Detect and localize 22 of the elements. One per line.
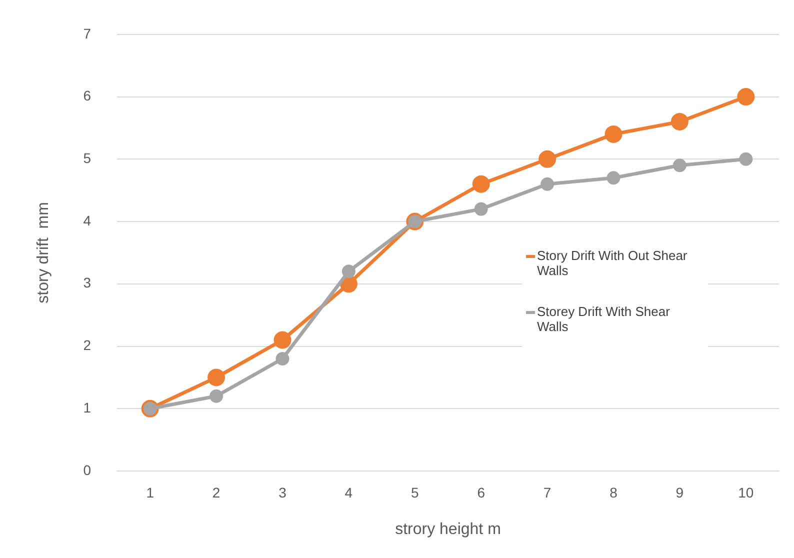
y-tick-label: 3 bbox=[83, 274, 92, 291]
x-tick-label: 2 bbox=[212, 484, 220, 500]
x-tick-label: 4 bbox=[344, 484, 353, 500]
x-tick-label: 8 bbox=[610, 484, 618, 500]
x-tick-label: 10 bbox=[738, 484, 754, 500]
x-axis-title: strory height m bbox=[395, 520, 501, 538]
x-tick-label: 6 bbox=[477, 484, 486, 500]
y-tick-label: 6 bbox=[83, 88, 92, 104]
y-tick-label: 1 bbox=[83, 399, 92, 416]
y-tick-label: 7 bbox=[83, 25, 92, 42]
y-tick-label: 5 bbox=[83, 150, 92, 166]
legend-label: Story Drift With Out Shear Walls bbox=[537, 248, 688, 278]
y-axis-title: story drift mm bbox=[35, 202, 52, 304]
y-tick-label: 2 bbox=[83, 337, 92, 354]
x-tick-label: 9 bbox=[676, 484, 684, 500]
y-tick-label: 4 bbox=[83, 212, 92, 228]
x-tick-label: 1 bbox=[146, 484, 154, 500]
x-tick-label: 5 bbox=[410, 484, 419, 500]
x-tick-label: 3 bbox=[278, 484, 287, 500]
y-tick-label: 0 bbox=[83, 462, 92, 478]
legend-label: Storey Drift With Shear Walls bbox=[537, 304, 671, 334]
x-tick-label: 7 bbox=[543, 484, 552, 500]
